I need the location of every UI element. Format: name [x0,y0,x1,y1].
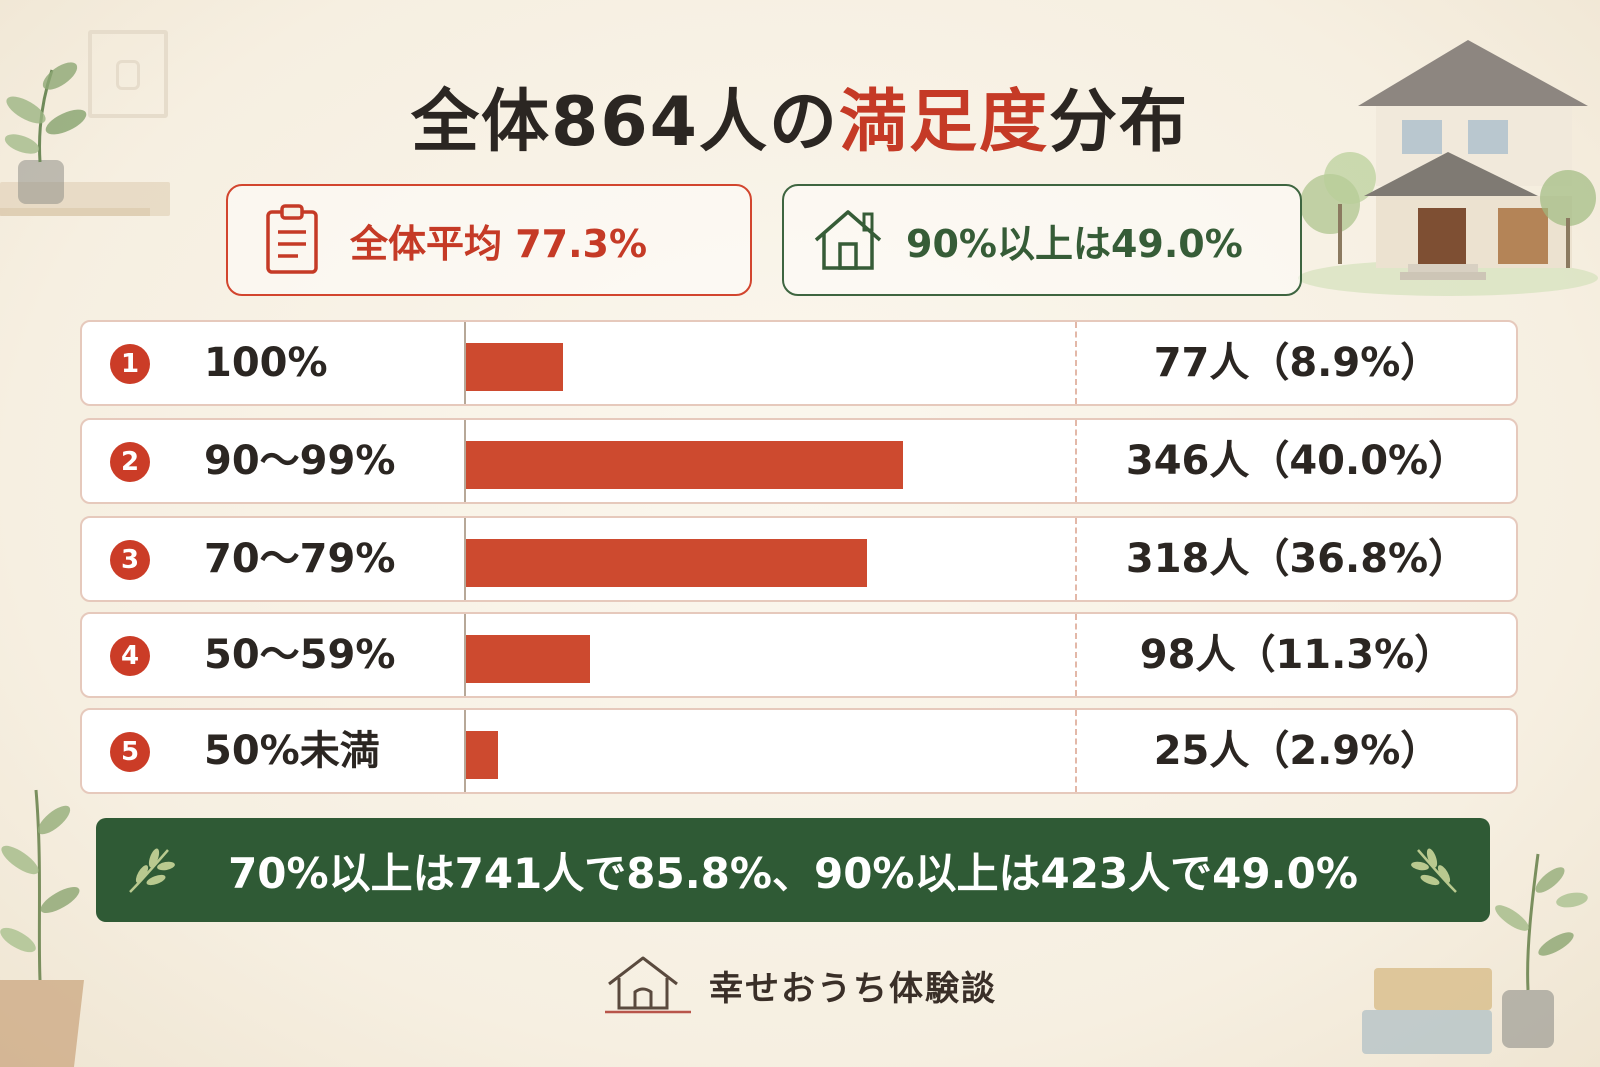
over90-stat-text: 90%以上は49.0% [906,221,1243,266]
axis-line [464,420,466,502]
house-logo-icon [605,956,691,1014]
books-and-plant-icon [1362,853,1588,1054]
over90-stat-box: 90%以上は49.0% [782,184,1302,296]
plant-top-left-icon [4,62,87,204]
bar-mark [466,731,498,779]
count-label: 98人（11.3%） [1139,632,1455,678]
divider-line [1075,710,1077,792]
page-title: 全体864人の満足度分布 [0,66,1600,165]
bar-mark [466,635,590,683]
count-label: 77人（8.9%） [1153,340,1441,386]
range-label: 50%未満 [204,728,380,774]
divider-line [1075,420,1077,502]
footer-brand: 幸せおうち体験談 [0,950,1600,1020]
divider-line [1075,322,1077,404]
rank-badge: 4 [110,636,150,676]
title-accent: 満足度 [838,83,1049,162]
axis-line [464,710,466,792]
summary-text: 70%以上は741人で85.8%、90%以上は423人で49.0% [228,848,1358,898]
bar-mark [466,441,903,489]
range-label: 70〜79% [204,536,396,582]
rank-badge: 2 [110,442,150,482]
title-prefix: 全体864人の [411,83,839,162]
distribution-row: 2 90〜99% 346人（40.0%） [80,418,1518,504]
divider-line [1075,518,1077,600]
average-stat-box: 全体平均 77.3% [226,184,752,296]
distribution-row: 3 70〜79% 318人（36.8%） [80,516,1518,602]
bar-mark [466,539,867,587]
distribution-row: 1 100% 77人（8.9%） [80,320,1518,406]
count-label: 25人（2.9%） [1153,728,1441,774]
house-icon [814,210,882,270]
rank-badge: 5 [110,732,150,772]
range-label: 100% [204,340,328,386]
leaf-branch-icon [1411,848,1457,893]
clipboard-icon [266,204,318,274]
count-label: 346人（40.0%） [1125,438,1469,484]
range-label: 90〜99% [204,438,396,484]
distribution-row: 4 50〜59% 98人（11.3%） [80,612,1518,698]
axis-line [464,322,466,404]
wall-frame-decoration [88,30,168,118]
rank-badge: 1 [110,344,150,384]
leaf-branch-icon [129,848,175,893]
rank-badge: 3 [110,540,150,580]
average-stat-text: 全体平均 77.3% [350,221,648,266]
range-label: 50〜59% [204,632,396,678]
count-label: 318人（36.8%） [1125,536,1469,582]
axis-line [464,518,466,600]
footer-brand-name: 幸せおうち体験談 [709,968,997,1009]
axis-line [464,614,466,696]
bar-mark [466,343,563,391]
distribution-row: 5 50%未満 25人（2.9%） [80,708,1518,794]
title-suffix: 分布 [1048,83,1189,162]
summary-banner: 70%以上は741人で85.8%、90%以上は423人で49.0% [96,818,1490,922]
shelf-edge-decoration [0,208,150,216]
house-illustration [1298,40,1598,296]
plant-bottom-left-icon [0,789,84,1067]
divider-line [1075,614,1077,696]
